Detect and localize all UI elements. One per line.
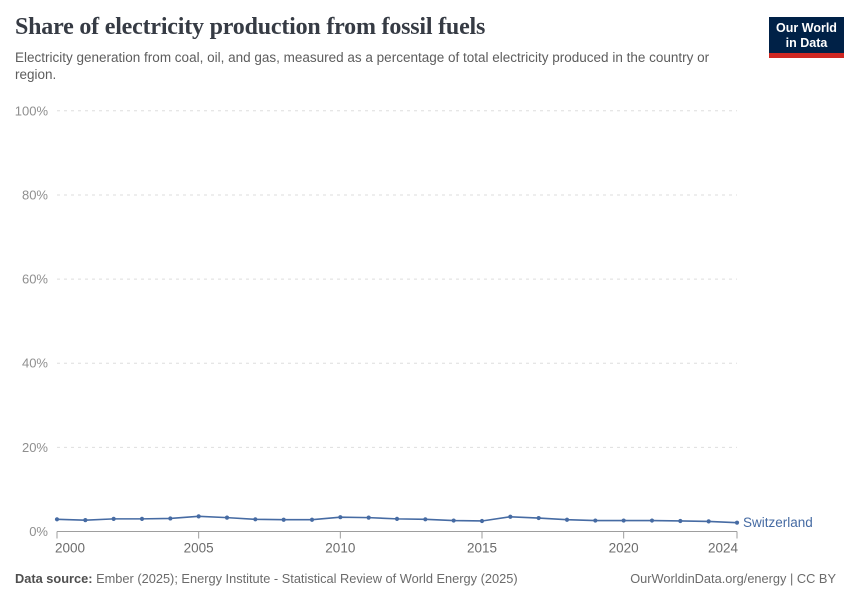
data-point[interactable] — [678, 518, 683, 524]
data-point[interactable] — [83, 518, 88, 523]
owid-logo-line2: in Data — [785, 35, 828, 50]
data-point[interactable] — [309, 517, 315, 522]
x-tick-label: 2024 — [708, 541, 739, 556]
series-label-switzerland[interactable]: Switzerland — [743, 515, 813, 530]
credit-link[interactable]: OurWorldinData.org/energy | CC BY — [630, 571, 836, 586]
data-point[interactable] — [224, 515, 230, 520]
data-source: Data source: Ember (2025); Energy Instit… — [15, 571, 518, 586]
chart-header: Share of electricity production from fos… — [15, 14, 755, 83]
data-point[interactable] — [423, 517, 428, 522]
y-axis-label: 80% — [22, 187, 48, 202]
data-point[interactable] — [593, 518, 598, 523]
data-source-label: Data source: — [15, 571, 93, 586]
x-tick-label: 2000 — [55, 541, 85, 556]
x-tick-label: 2005 — [184, 541, 214, 556]
y-axis-label: 40% — [22, 356, 48, 371]
data-point[interactable] — [479, 518, 485, 524]
y-axis-label: 100% — [15, 103, 49, 118]
data-source-text: Ember (2025); Energy Institute - Statist… — [92, 571, 518, 586]
data-point[interactable] — [649, 518, 655, 523]
owid-logo[interactable]: Our World in Data — [769, 17, 844, 58]
data-point[interactable] — [196, 514, 201, 519]
x-tick-label: 2015 — [467, 541, 497, 556]
x-tick-label: 2020 — [609, 541, 639, 556]
data-point[interactable] — [168, 516, 173, 521]
y-axis-label: 0% — [29, 524, 48, 539]
data-point[interactable] — [564, 517, 570, 522]
chart-subtitle: Electricity generation from coal, oil, a… — [15, 49, 710, 82]
data-point[interactable] — [621, 518, 626, 523]
data-point[interactable] — [394, 516, 400, 521]
data-point[interactable] — [706, 519, 711, 524]
data-point[interactable] — [281, 517, 286, 522]
data-point[interactable] — [54, 517, 60, 522]
data-point[interactable] — [451, 518, 456, 523]
data-point[interactable] — [734, 520, 740, 525]
data-point[interactable] — [338, 515, 343, 520]
chart-title: Share of electricity production from fos… — [15, 14, 486, 40]
data-point[interactable] — [536, 515, 541, 521]
y-axis-label: 20% — [22, 440, 48, 455]
data-point[interactable] — [111, 516, 116, 521]
data-point[interactable] — [253, 517, 258, 522]
owid-logo-line1: Our World — [776, 21, 837, 35]
data-point[interactable] — [508, 514, 513, 519]
data-point[interactable] — [139, 516, 145, 521]
x-tick-label: 2010 — [325, 541, 355, 556]
y-axis-label: 60% — [22, 272, 48, 287]
chart-footer: Data source: Ember (2025); Energy Instit… — [15, 571, 836, 586]
data-point[interactable] — [366, 515, 371, 520]
